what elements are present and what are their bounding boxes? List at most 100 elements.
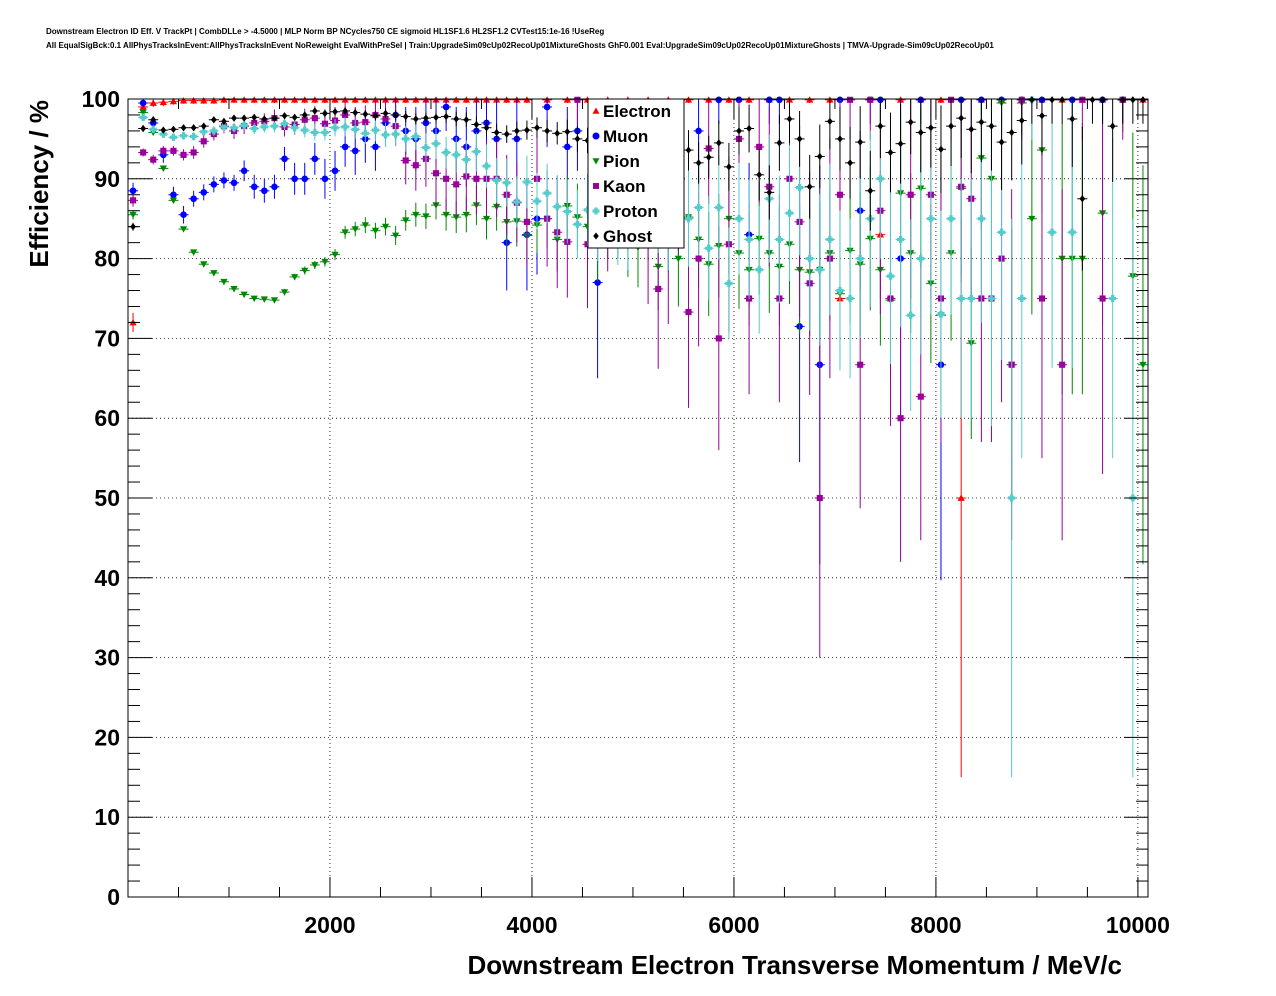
data-point	[947, 215, 955, 223]
legend-label: Muon	[603, 127, 648, 146]
data-point	[412, 115, 419, 123]
legend-entry: Pion	[592, 152, 640, 171]
data-point	[957, 294, 965, 303]
data-point	[210, 270, 218, 277]
legend: Electron Muon Pion Kaon Proton Ghost	[587, 98, 685, 249]
data-point	[917, 255, 925, 263]
data-point	[685, 146, 692, 154]
data-point	[876, 175, 884, 183]
legend-entry: Kaon	[593, 177, 646, 196]
data-point	[331, 251, 339, 259]
data-point	[361, 222, 369, 229]
legend-label: Kaon	[603, 177, 646, 196]
data-point	[796, 135, 803, 143]
data-point	[816, 266, 824, 274]
data-point	[342, 111, 349, 119]
data-point	[867, 96, 874, 103]
data-point	[857, 138, 864, 146]
data-point	[917, 128, 924, 137]
data-point	[352, 108, 359, 117]
data-point	[1089, 96, 1096, 104]
data-point	[221, 117, 227, 125]
data-point	[190, 132, 198, 141]
data-point	[553, 203, 561, 211]
y-tick-label: 80	[94, 246, 120, 272]
data-point	[1099, 295, 1106, 302]
data-point	[381, 131, 390, 139]
data-point	[442, 103, 450, 111]
y-tick-label: 100	[82, 86, 120, 112]
data-point	[766, 188, 773, 196]
data-point	[311, 107, 318, 115]
legend-label: Ghost	[603, 227, 652, 246]
data-point	[442, 211, 450, 219]
data-point	[402, 135, 410, 143]
data-point	[746, 124, 752, 133]
data-point	[160, 147, 167, 154]
data-point	[523, 178, 531, 186]
data-point	[200, 122, 207, 130]
data-point	[715, 139, 722, 147]
data-point	[190, 195, 197, 203]
data-point	[331, 167, 339, 175]
data-point	[382, 109, 389, 117]
legend-marker	[592, 158, 600, 165]
data-point	[705, 244, 713, 252]
data-point	[412, 162, 419, 169]
x-axis-title: Downstream Electron Transverse Momentum …	[467, 950, 1122, 980]
data-point	[432, 170, 440, 177]
data-point	[837, 135, 843, 143]
data-point	[795, 183, 804, 192]
data-point	[564, 128, 571, 136]
tick-layer	[127, 98, 1148, 898]
data-point	[776, 139, 783, 147]
legend-marker	[592, 207, 600, 215]
y-tick-label: 70	[94, 325, 120, 351]
data-point	[957, 494, 965, 501]
series-proton	[138, 96, 1138, 778]
data-point	[958, 114, 965, 122]
data-point	[1099, 96, 1106, 104]
data-point	[230, 179, 238, 187]
chart-title-line-1: Downstream Electron ID Eff. V TrackPt | …	[46, 27, 605, 36]
data-point	[685, 309, 692, 316]
data-point	[684, 215, 693, 223]
data-point	[280, 289, 289, 296]
data-point	[149, 125, 157, 133]
data-point	[362, 119, 369, 126]
data-point	[493, 176, 501, 184]
data-point	[169, 197, 178, 204]
data-point	[301, 175, 309, 183]
data-point	[755, 266, 763, 274]
data-point	[270, 297, 279, 304]
data-point	[280, 120, 289, 128]
data-point	[372, 143, 379, 151]
data-point	[886, 272, 895, 280]
data-point	[765, 96, 773, 104]
data-point	[543, 103, 551, 111]
data-point	[826, 235, 834, 244]
data-point	[200, 128, 208, 136]
data-point	[392, 111, 399, 119]
data-point	[281, 112, 288, 120]
data-point	[1018, 116, 1025, 125]
data-point	[341, 229, 349, 236]
data-point	[674, 255, 682, 263]
data-point	[1038, 295, 1046, 302]
data-point	[301, 116, 308, 123]
data-point	[210, 116, 217, 124]
data-point	[816, 152, 823, 161]
data-point	[453, 181, 460, 188]
data-point	[543, 189, 551, 197]
data-point	[291, 274, 299, 281]
data-point	[463, 116, 470, 124]
data-point	[372, 112, 379, 120]
data-point	[775, 235, 783, 244]
data-point	[857, 361, 864, 368]
data-point	[462, 211, 470, 219]
data-point	[897, 415, 904, 422]
data-point	[169, 133, 178, 141]
data-point	[705, 153, 712, 161]
data-point	[977, 215, 985, 223]
data-point	[281, 155, 288, 163]
